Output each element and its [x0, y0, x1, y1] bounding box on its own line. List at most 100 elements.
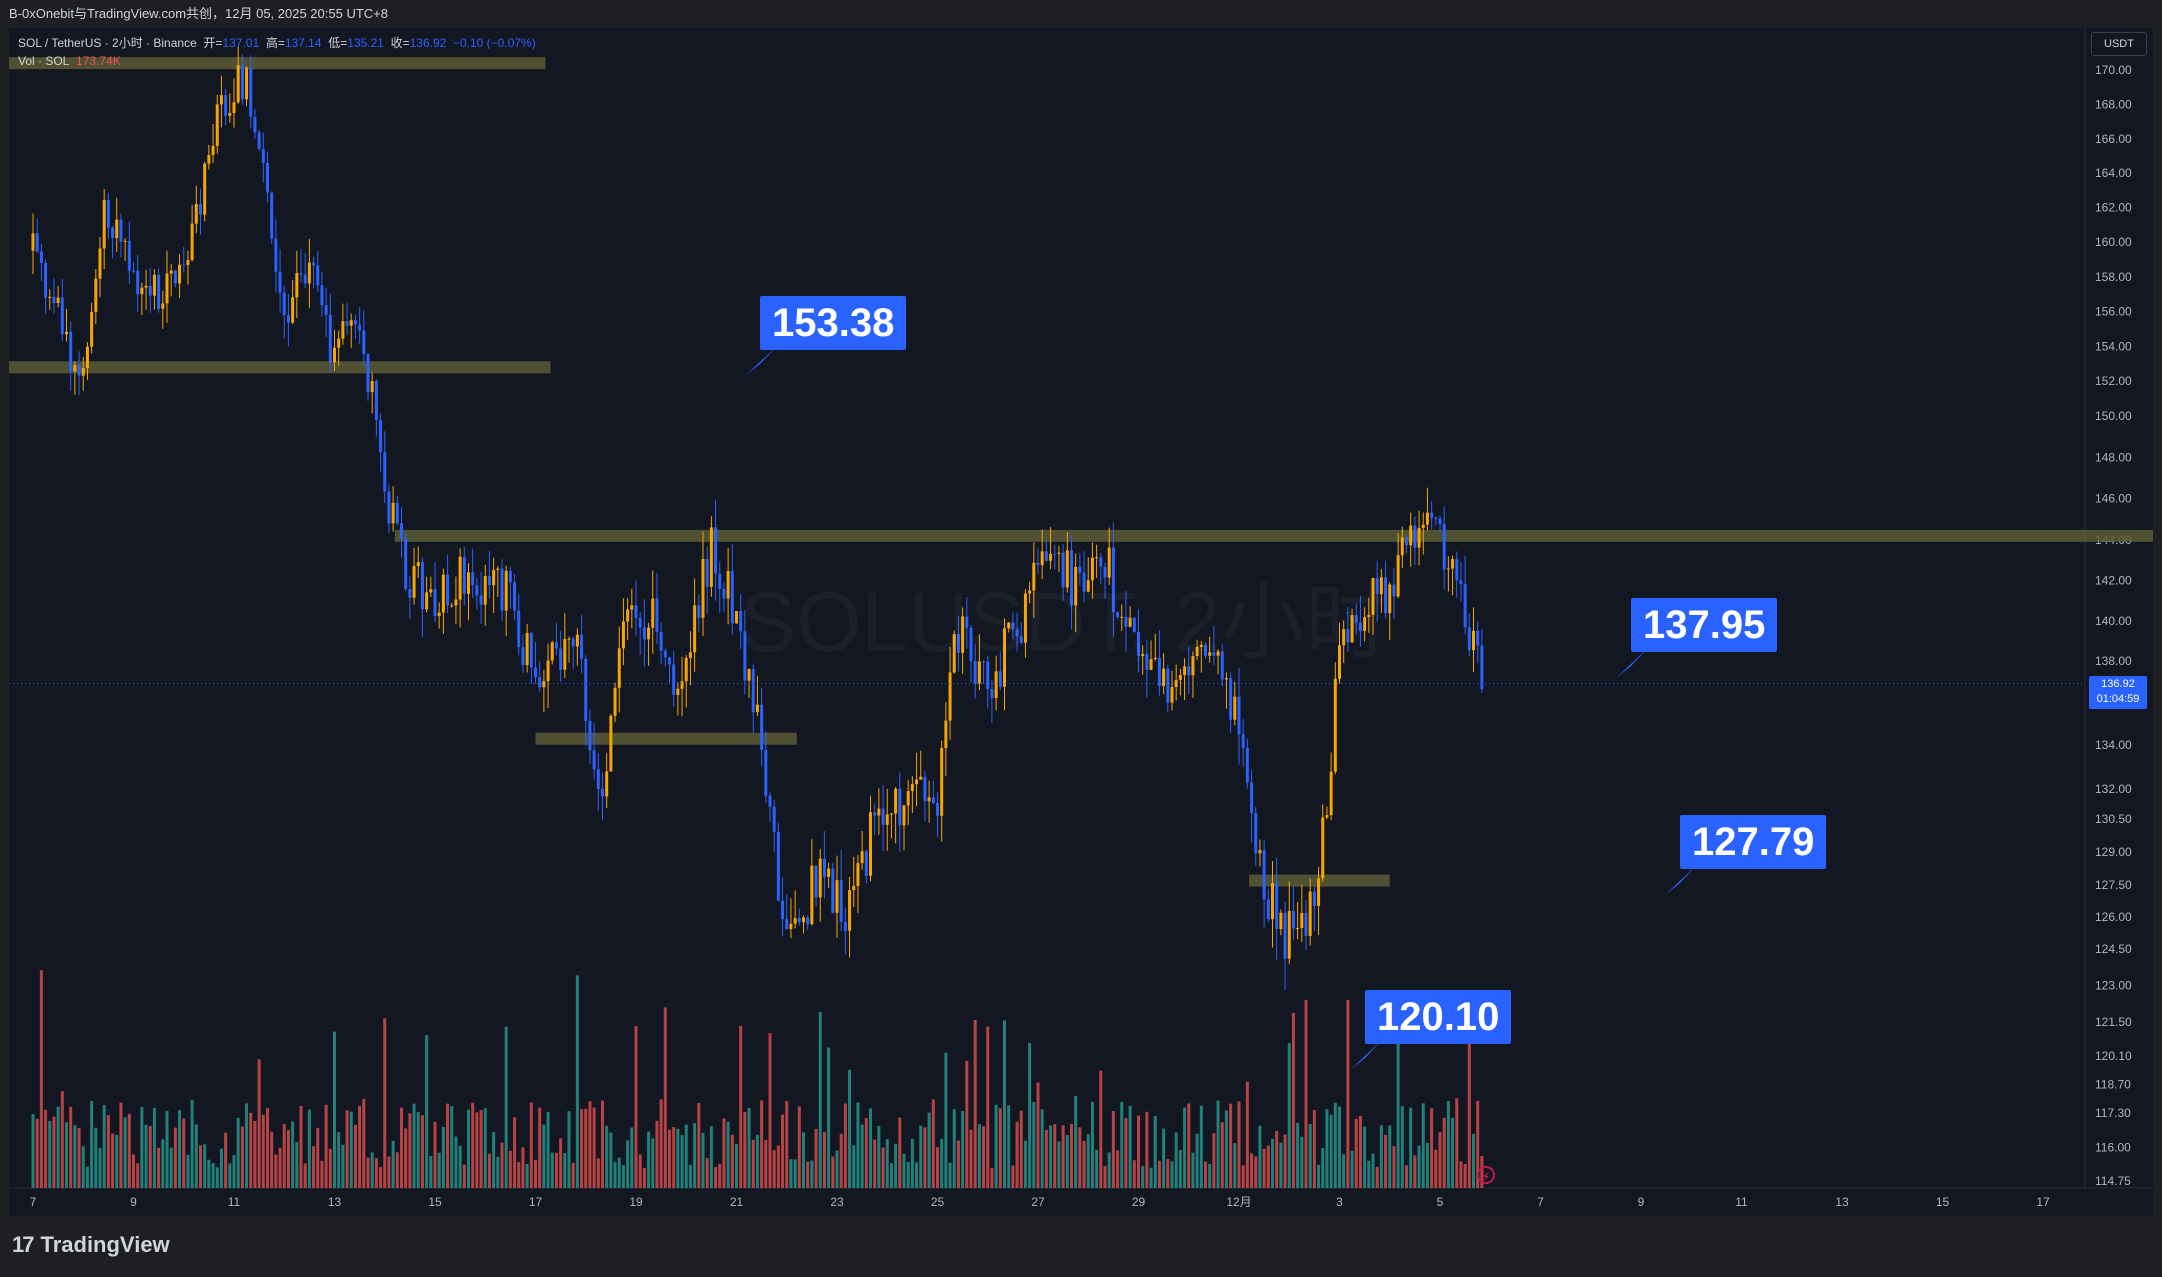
volume-bar [291, 1121, 295, 1188]
candle-body [224, 95, 228, 116]
candle-body [504, 570, 508, 611]
candle-body [395, 502, 399, 524]
candle-body [1308, 891, 1312, 936]
currency-selector[interactable]: USDT [2091, 32, 2147, 56]
volume-bar [1434, 1149, 1438, 1188]
volume-bar [194, 1124, 198, 1188]
candle-body [1195, 646, 1199, 657]
volume-bar [906, 1162, 910, 1188]
volume-bar [328, 1148, 332, 1188]
time-tick-label: 11 [1735, 1195, 1748, 1209]
volume-bar [994, 1104, 998, 1188]
candle-body [408, 589, 412, 598]
candle-body [814, 865, 818, 898]
volume-bar [718, 1163, 722, 1188]
candle-body [253, 116, 257, 133]
candle-body [806, 917, 810, 925]
callout-label: 127.79 [1692, 820, 1815, 864]
volume-bar [1057, 1141, 1061, 1188]
candle-body [127, 240, 131, 271]
volume-bar [420, 1115, 424, 1188]
volume-bar [1363, 1126, 1367, 1188]
candle-body [1199, 644, 1203, 647]
volume-bar [353, 1124, 357, 1188]
callout-label: 120.10 [1377, 995, 1500, 1039]
candle-body [1237, 696, 1241, 735]
candle-body [642, 627, 646, 640]
candle-body [1229, 678, 1233, 720]
candle-body [621, 621, 625, 649]
volume-bar [261, 1114, 265, 1188]
volume-bar [1099, 1070, 1103, 1188]
candle-body [1304, 913, 1308, 936]
volume-bar [215, 1167, 219, 1188]
volume-bar [726, 1121, 730, 1188]
volume-bar [140, 1106, 144, 1188]
candle-body [500, 568, 504, 611]
volume-bar [864, 1118, 868, 1188]
volume-bar [1019, 1110, 1023, 1188]
volume-bar [199, 1145, 202, 1188]
candle-body [102, 200, 106, 249]
candle-body [1467, 627, 1471, 651]
time-tick-label: 3 [1336, 1195, 1343, 1209]
price-callout-153[interactable]: 153.38 [760, 296, 907, 350]
price-callout-127[interactable]: 127.79 [1680, 815, 1827, 869]
volume-bar [249, 1112, 253, 1188]
volume-bar [1007, 1105, 1011, 1188]
volume-bar [513, 1117, 517, 1188]
candle-body [1204, 644, 1207, 656]
chart-area[interactable]: 170.00 168.00 166.00 164.00 162.00 160.00 158.… [9, 28, 2153, 1216]
candle-body [672, 664, 676, 695]
candle-body [492, 569, 496, 586]
candle-body [797, 918, 801, 923]
callout-pointer [1616, 648, 1648, 678]
candle-body [1375, 578, 1379, 595]
candle-body [848, 890, 852, 931]
price-chart[interactable]: 170.00 168.00 166.00 164.00 162.00 160.00 158.… [9, 28, 2153, 1216]
candle-body [680, 681, 684, 689]
candle-body [1384, 577, 1388, 614]
volume-bar [44, 1109, 48, 1188]
candle-body [370, 381, 374, 393]
candle-body [634, 605, 638, 619]
candle-body [567, 638, 571, 640]
symbol-label[interactable]: SOL / TetherUS · 2小时 · Binance [18, 36, 197, 50]
volume-bar [638, 1154, 642, 1188]
volume-bar [1003, 1020, 1006, 1188]
volume-bar [1384, 1134, 1388, 1188]
volume-bar [1258, 1125, 1262, 1188]
volume-label[interactable]: Vol · SOL [18, 54, 70, 68]
volume-bar [1371, 1153, 1375, 1188]
price-tick-label: 158.00 [2095, 270, 2132, 284]
candle-body [730, 571, 734, 624]
volume-bar [1074, 1096, 1078, 1188]
volume-bar [525, 1163, 529, 1188]
candle-body [722, 588, 726, 599]
candle-body [1149, 659, 1153, 670]
candle-body [94, 278, 98, 312]
flash-icon[interactable]: ⚡ [1477, 1166, 1495, 1184]
candle-body [760, 704, 764, 750]
candle-body [496, 568, 500, 570]
price-callout-120[interactable]: 120.10 [1365, 990, 1512, 1044]
candle-body [1116, 612, 1120, 618]
volume-bar [429, 1156, 433, 1188]
volume-bar [915, 1162, 919, 1188]
candle-body [173, 270, 177, 284]
price-tick-label: 120.10 [2095, 1049, 2132, 1063]
volume-bar [584, 1108, 588, 1188]
candle-body [919, 776, 923, 780]
candle-body [1132, 617, 1136, 633]
volume-bar [65, 1122, 68, 1188]
volume-bar [1170, 1161, 1174, 1188]
candle-body [56, 297, 60, 303]
time-tick-label: 13 [1835, 1195, 1849, 1209]
candle-body [85, 346, 89, 369]
candle-body [1183, 666, 1187, 676]
price-callout-137[interactable]: 137.95 [1631, 598, 1778, 652]
volume-bar [152, 1107, 156, 1188]
volume-bar [500, 1142, 504, 1188]
candle-body [487, 576, 491, 586]
candle-body [341, 321, 345, 339]
